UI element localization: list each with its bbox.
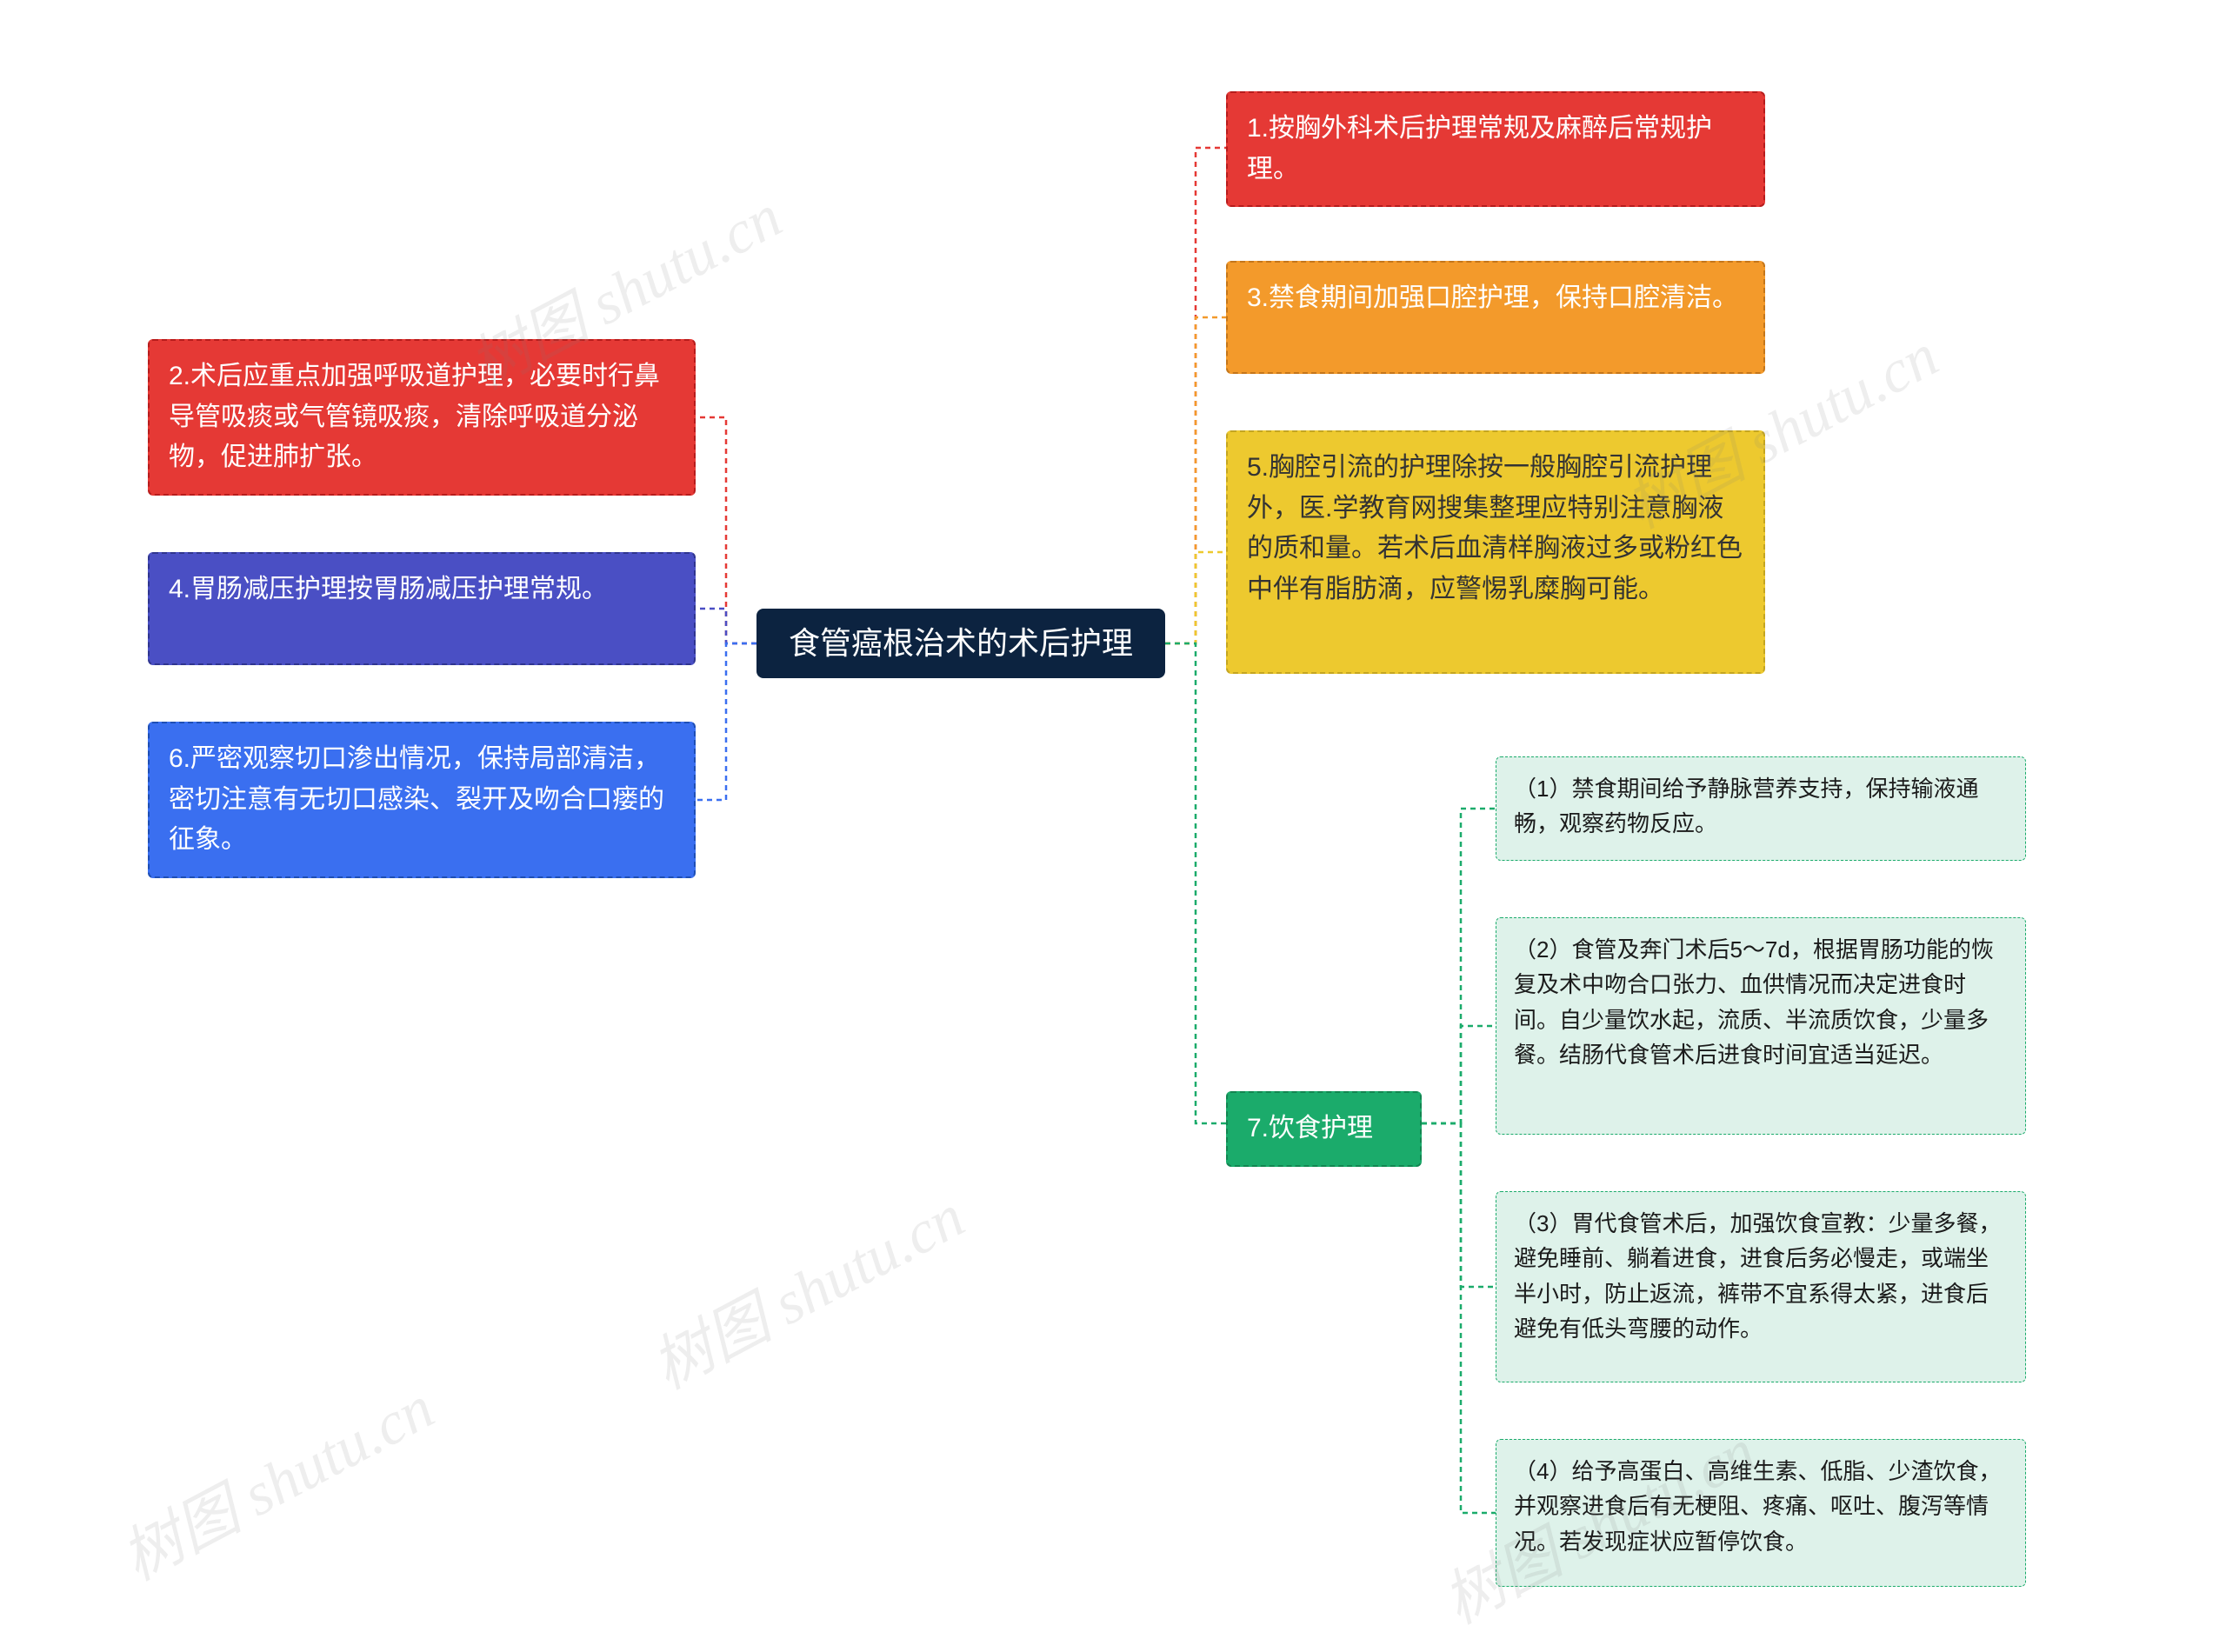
node-5: 5.胸腔引流的护理除按一般胸腔引流护理外，医.学教育网搜集整理应特别注意胸液的质… [1226, 430, 1765, 674]
node-7-label: 7.饮食护理 [1247, 1114, 1373, 1142]
node-3-label: 3.禁食期间加强口腔护理，保持口腔清洁。 [1247, 283, 1738, 312]
child-2: （2）食管及奔门术后5～7d，根据胃肠功能的恢复及术中吻合口张力、血供情况而决定… [1496, 917, 2026, 1135]
center-label: 食管癌根治术的术后护理 [789, 619, 1133, 668]
node-3: 3.禁食期间加强口腔护理，保持口腔清洁。 [1226, 261, 1765, 374]
node-1: 1.按胸外科术后护理常规及麻醉后常规护理。 [1226, 91, 1765, 207]
node-7: 7.饮食护理 [1226, 1091, 1422, 1167]
node-6-label: 6.严密观察切口渗出情况，保持局部清洁，密切注意有无切口感染、裂开及吻合口瘘的征… [169, 744, 664, 854]
child-2-label: （2）食管及奔门术后5～7d，根据胃肠功能的恢复及术中吻合口张力、血供情况而决定… [1514, 936, 1994, 1068]
child-4-label: （4）给予高蛋白、高维生素、低脂、少渣饮食，并观察进食后有无梗阻、疼痛、呕吐、腹… [1514, 1458, 2001, 1555]
child-3: （3）胃代食管术后，加强饮食宣教：少量多餐，避免睡前、躺着进食，进食后务必慢走，… [1496, 1191, 2026, 1382]
watermark: 树图 shutu.cn [634, 1169, 976, 1407]
node-1-label: 1.按胸外科术后护理常规及麻醉后常规护理。 [1247, 114, 1712, 183]
child-1: （1）禁食期间给予静脉营养支持，保持输液通畅，观察药物反应。 [1496, 756, 2026, 861]
node-2-label: 2.术后应重点加强呼吸道护理，必要时行鼻导管吸痰或气管镜吸痰，清除呼吸道分泌物，… [169, 362, 660, 471]
node-5-label: 5.胸腔引流的护理除按一般胸腔引流护理外，医.学教育网搜集整理应特别注意胸液的质… [1247, 453, 1743, 603]
node-4: 4.胃肠减压护理按胃肠减压护理常规。 [148, 552, 696, 665]
center-node: 食管癌根治术的术后护理 [756, 609, 1165, 678]
child-4: （4）给予高蛋白、高维生素、低脂、少渣饮食，并观察进食后有无梗阻、疼痛、呕吐、腹… [1496, 1439, 2026, 1587]
child-3-label: （3）胃代食管术后，加强饮食宣教：少量多餐，避免睡前、躺着进食，进食后务必慢走，… [1514, 1210, 2001, 1342]
mindmap-canvas: 食管癌根治术的术后护理 2.术后应重点加强呼吸道护理，必要时行鼻导管吸痰或气管镜… [0, 0, 2226, 1652]
node-4-label: 4.胃肠减压护理按胃肠减压护理常规。 [169, 575, 608, 603]
watermark: 树图 shutu.cn [103, 1360, 446, 1598]
node-2: 2.术后应重点加强呼吸道护理，必要时行鼻导管吸痰或气管镜吸痰，清除呼吸道分泌物，… [148, 339, 696, 496]
child-1-label: （1）禁食期间给予静脉营养支持，保持输液通畅，观察药物反应。 [1514, 776, 1978, 836]
node-6: 6.严密观察切口渗出情况，保持局部清洁，密切注意有无切口感染、裂开及吻合口瘘的征… [148, 722, 696, 878]
